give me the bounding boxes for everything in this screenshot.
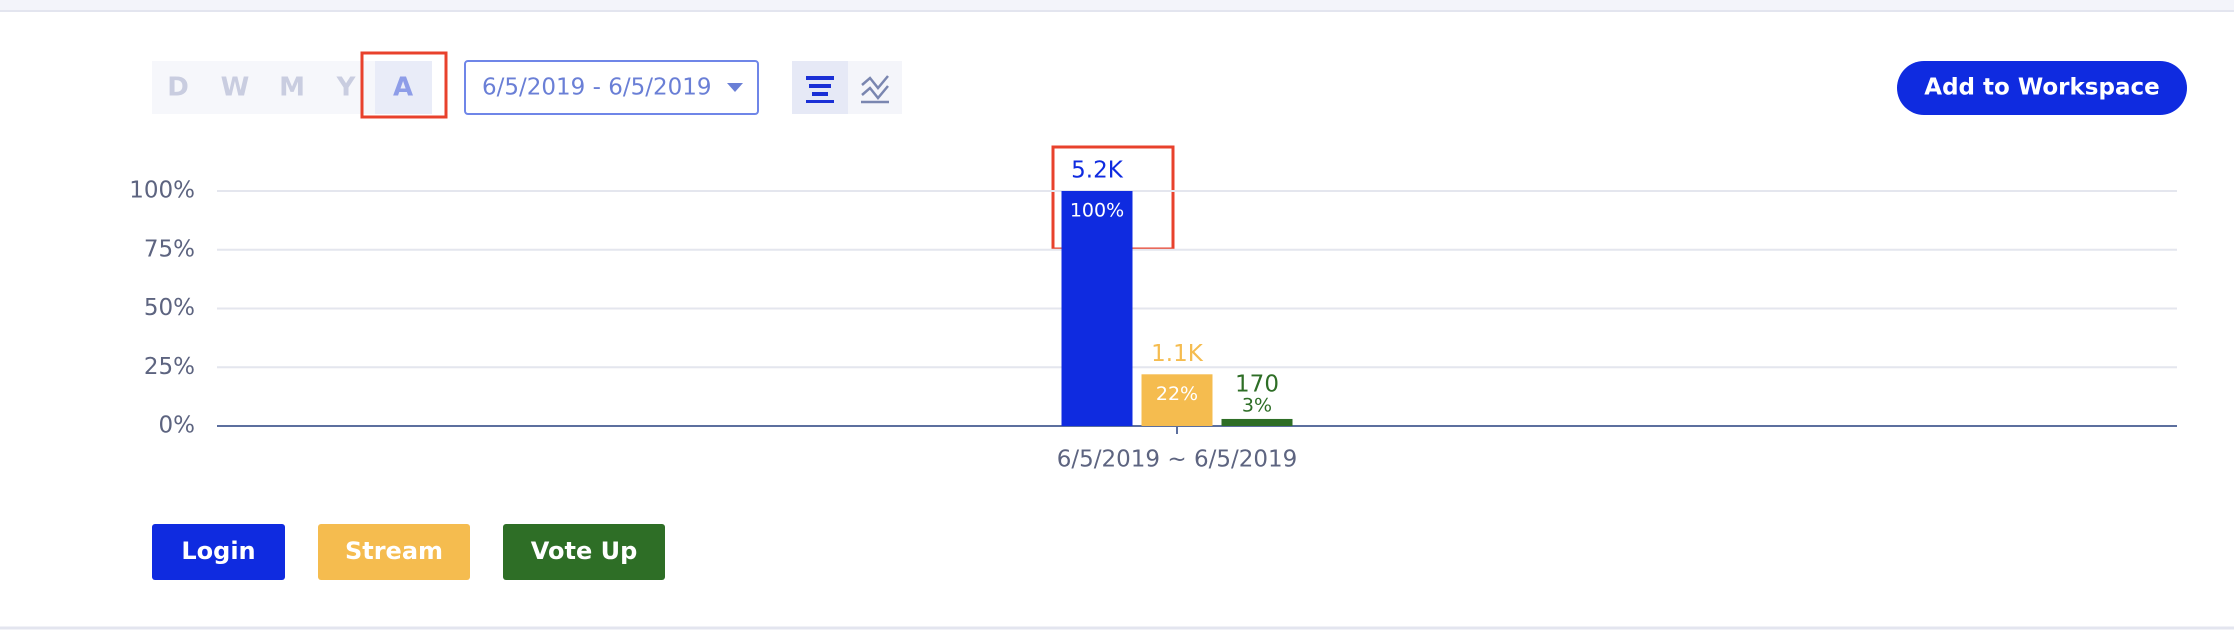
x-tick-label: 6/5/2019 ~ 6/5/2019 [1057, 447, 1298, 473]
line-view-button[interactable] [848, 61, 902, 114]
bar [1141, 374, 1213, 426]
legend-label: Login [181, 537, 255, 565]
date-range: 6/5/2019 - 6/5/2019 [482, 75, 712, 101]
period-option[interactable]: W [221, 73, 250, 103]
period-option[interactable]: D [167, 73, 189, 103]
y-tick-label: 50% [144, 295, 195, 321]
bar-percent-label: 22% [1156, 383, 1198, 405]
add-workspace-button[interactable] [1897, 61, 2187, 115]
bar [1221, 418, 1293, 426]
line-icon [861, 75, 889, 104]
y-tick-label: 0% [159, 413, 196, 439]
date-dropdown[interactable] [464, 60, 759, 115]
y-tick-label: 25% [144, 354, 195, 380]
legend-label: Vote Up [531, 537, 638, 565]
bar-count-label: 1.1K [1151, 341, 1204, 367]
dropdown-arrow [727, 83, 743, 92]
highlight-box [360, 51, 448, 119]
top-bar [0, 0, 2234, 11]
y-tick-label: 100% [129, 178, 195, 204]
bar-percent-label: 3% [1242, 394, 1272, 416]
period-option[interactable]: A [393, 73, 413, 103]
legend-button[interactable] [318, 524, 470, 580]
bar-count-label: 170 [1235, 371, 1279, 397]
add-workspace-label: Add to Workspace [1924, 75, 2159, 101]
legend-button[interactable] [503, 524, 665, 580]
funnel-icon [806, 76, 834, 103]
period-option[interactable]: M [279, 73, 305, 103]
bar-percent-label: 100% [1070, 200, 1124, 222]
period-active [375, 61, 432, 114]
bar [1061, 191, 1133, 426]
bar-count-label: 5.2K [1071, 158, 1124, 184]
y-tick-label: 75% [144, 236, 195, 262]
period-option[interactable]: Y [336, 73, 357, 103]
legend-label: Stream [345, 537, 443, 565]
legend-button[interactable] [152, 524, 285, 580]
